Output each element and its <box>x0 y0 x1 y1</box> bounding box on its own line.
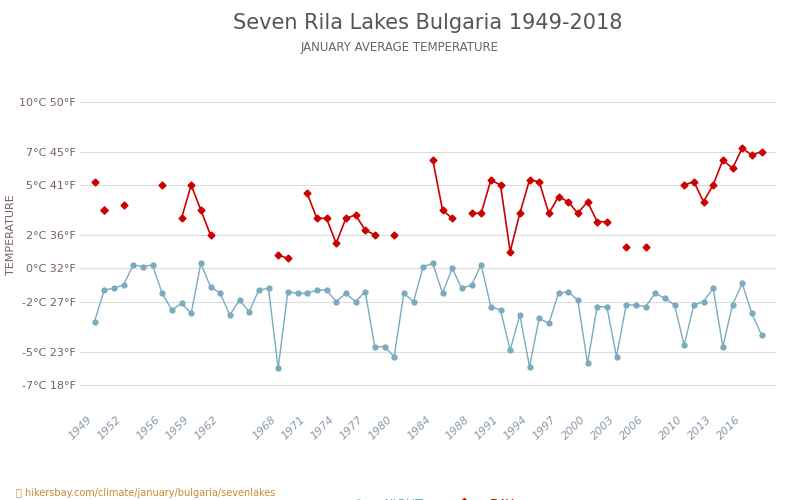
Text: JANUARY AVERAGE TEMPERATURE: JANUARY AVERAGE TEMPERATURE <box>301 41 499 54</box>
Text: 🔗 hikersbay.com/climate/january/bulgaria/sevenlakes: 🔗 hikersbay.com/climate/january/bulgaria… <box>16 488 275 498</box>
Y-axis label: TEMPERATURE: TEMPERATURE <box>6 194 16 276</box>
Point <box>98 206 110 214</box>
Title: Seven Rila Lakes Bulgaria 1949-2018: Seven Rila Lakes Bulgaria 1949-2018 <box>234 14 622 34</box>
Legend: NIGHT, DAY: NIGHT, DAY <box>337 492 519 500</box>
